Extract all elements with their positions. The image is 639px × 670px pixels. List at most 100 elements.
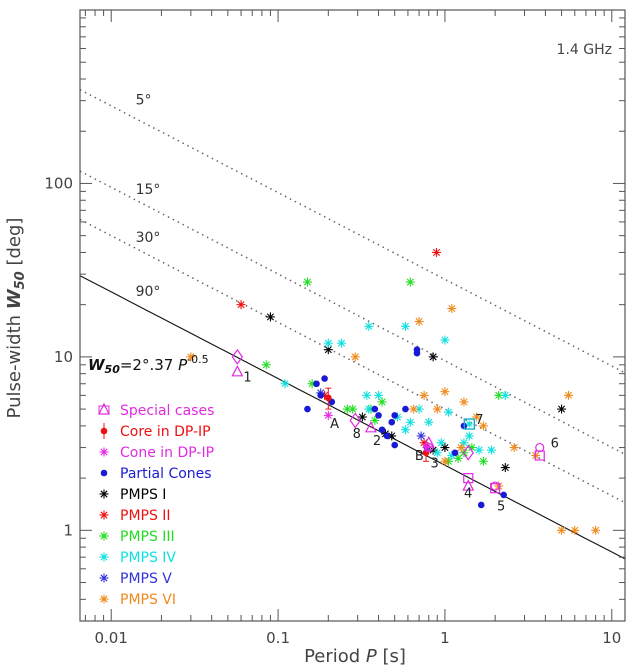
star-stroke — [401, 426, 410, 434]
y-tick-label: 10 — [54, 348, 73, 366]
star-stroke — [324, 339, 332, 347]
point-label-9: 6 — [551, 437, 559, 452]
dot — [413, 349, 421, 357]
star-stroke — [374, 391, 383, 399]
pmps-vi-point-18 — [570, 525, 580, 535]
legend-label: Core in DP-IP — [120, 424, 211, 440]
point-label-7: 4 — [464, 486, 472, 501]
dot — [451, 449, 459, 457]
legend-item-9: PMPS VI — [99, 592, 176, 608]
special-cases-point-5 — [424, 442, 434, 453]
dot — [375, 412, 382, 419]
legend-label: PMPS II — [120, 508, 171, 524]
pmps-iii-point-0 — [302, 277, 312, 287]
dot — [321, 375, 328, 382]
pmps-iv-point-18 — [464, 431, 474, 441]
pmps-vi-point-17 — [557, 525, 567, 535]
special-cases-point-4 — [422, 435, 435, 448]
star-stroke — [420, 391, 428, 399]
star-stroke — [100, 511, 108, 519]
pmps-vi-point-5 — [440, 387, 450, 397]
pmps-iv-point-10 — [400, 425, 410, 435]
special-cases-point-3 — [364, 421, 377, 433]
star-stroke — [429, 353, 437, 361]
pmps-vi-point-3 — [447, 304, 457, 314]
pmps-vi-point-14 — [440, 456, 450, 466]
pmps-iii-point-13 — [478, 456, 488, 466]
star-stroke — [187, 353, 195, 361]
partial-cones-point-6 — [371, 405, 379, 413]
star-stroke — [510, 443, 518, 452]
dot — [477, 501, 485, 509]
triangle — [462, 479, 475, 491]
star-stroke — [378, 398, 386, 406]
legend-marker — [100, 469, 108, 477]
pmps-iv-point-0 — [280, 379, 290, 389]
legend-item-0: Special cases — [98, 402, 214, 419]
star-stroke — [100, 490, 108, 498]
legend-label: PMPS III — [120, 529, 175, 545]
star-stroke — [262, 361, 270, 369]
star-stroke — [557, 405, 566, 413]
star-stroke — [343, 405, 351, 413]
frequency-annotation: 1.4 GHz — [557, 42, 612, 58]
pmps-vi-point-4 — [419, 390, 429, 400]
star-stroke — [479, 457, 487, 465]
star-stroke — [410, 405, 418, 413]
dot — [383, 432, 391, 440]
pmps-vi-point-13 — [563, 390, 573, 400]
square — [463, 418, 476, 430]
fit-formula-label: W50=2°.37 P-0.5 — [88, 353, 209, 376]
y-tick-label: 100 — [44, 174, 73, 192]
axis-ticks: 0.01 0.1 1 10 1 10 100 — [44, 9, 625, 647]
star-stroke — [371, 416, 379, 425]
partial-cones-point-9 — [388, 418, 396, 426]
star-stroke — [100, 553, 108, 561]
legend-item-6: PMPS III — [99, 529, 175, 545]
star-stroke — [460, 398, 468, 406]
pmps-i-point-7 — [500, 463, 510, 473]
point-label-0: 1 — [243, 371, 251, 386]
square — [490, 483, 501, 494]
legend-label: PMPS VI — [120, 592, 176, 608]
legend-item-1: Core in DP-IP — [100, 423, 211, 440]
dot — [304, 405, 311, 413]
star-stroke — [441, 388, 449, 396]
pmps-ii-point-0 — [236, 300, 246, 310]
special-cases-point-2 — [349, 412, 361, 429]
star-stroke — [365, 405, 373, 413]
plot-border — [79, 9, 626, 622]
star-stroke — [388, 432, 396, 440]
pmps-v-point-1 — [416, 431, 426, 441]
dot — [500, 491, 507, 499]
dot — [313, 380, 320, 388]
pmps-iv-point-22 — [443, 407, 453, 417]
dot — [391, 412, 399, 419]
star-stroke — [468, 443, 476, 452]
square — [463, 473, 474, 484]
triangle — [231, 365, 244, 377]
model-line-2 — [80, 170, 625, 455]
pmps-i-point-8 — [557, 404, 567, 414]
y-tick-label: 1 — [63, 521, 73, 539]
point-label-8: 5 — [497, 500, 505, 515]
star-stroke — [466, 421, 473, 427]
star-stroke — [237, 301, 245, 309]
legend: Special cases Core in DP-IP Cone in DP-IP P… — [98, 402, 214, 608]
star-stroke — [415, 317, 423, 326]
special-cases-point-9 — [463, 418, 476, 430]
legend-item-7: PMPS IV — [99, 550, 176, 566]
legend-label: Partial Cones — [120, 466, 212, 482]
point-label-6: 7 — [475, 413, 483, 428]
special-cases-point-1 — [231, 365, 244, 377]
partial-cones-point-8 — [391, 412, 399, 419]
pmps-vi-point-7 — [409, 404, 419, 414]
star-stroke — [441, 336, 449, 344]
star-stroke — [441, 443, 449, 452]
core-in-dp-ip-point-0 — [325, 387, 332, 410]
star-stroke — [495, 391, 503, 399]
cone-in-dp-ip-point-0 — [323, 410, 333, 420]
dot — [378, 426, 386, 434]
star-stroke — [100, 595, 108, 603]
